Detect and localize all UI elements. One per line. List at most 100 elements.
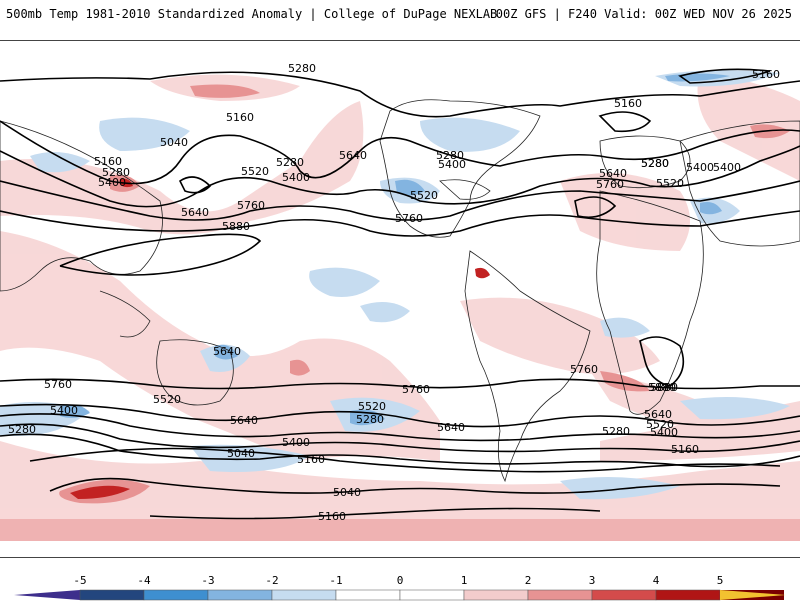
contour-5520-south: [0, 413, 800, 442]
contour-label: 5760: [570, 363, 598, 376]
contour-low-east-asia: [178, 176, 212, 194]
positive-anomaly-shading: [0, 71, 800, 541]
contour-label: 5280: [102, 166, 130, 179]
colorbar-extend-low: [14, 590, 80, 600]
map-panel: 5280 5160 5160 5040 5160 5280 5400 5520 …: [0, 40, 800, 558]
contour-label: 5640: [437, 421, 465, 434]
contour-5760-north: [0, 210, 800, 237]
coastlines: [0, 99, 800, 483]
contour-label-group: 5280 5160 5160 5040 5160 5280 5400 5520 …: [8, 62, 780, 523]
contour-low-russia: [598, 111, 652, 133]
contour-label: 5880: [222, 220, 250, 233]
contour-5760-south: [0, 378, 800, 390]
contour-label: 5760: [402, 383, 430, 396]
africa-outline: [596, 190, 704, 415]
contour-label: 5160: [752, 68, 780, 81]
map-canvas: 5280 5160 5160 5040 5160 5280 5400 5520 …: [0, 41, 800, 557]
colorbar-segment: [463, 589, 529, 601]
contour-label: 5280: [436, 149, 464, 162]
height-contours: [0, 68, 800, 520]
contour-label: 5280: [356, 413, 384, 426]
contour-label: 5400: [686, 161, 714, 174]
south-america-outline: [464, 250, 591, 483]
colorbar-tick-label: 1: [460, 574, 468, 587]
contour-label: 5160: [614, 97, 642, 110]
contour-label: 5280: [276, 156, 304, 169]
colorbar-segment: [143, 589, 209, 601]
colorbar-tick-label: -5: [73, 574, 87, 587]
contour-label: 5520: [646, 418, 674, 431]
colorbar-tick-label: -2: [265, 574, 279, 587]
contour-label: 5760: [395, 212, 423, 225]
contour-label: 5040: [160, 136, 188, 149]
contour-label: 5520: [410, 189, 438, 202]
colorbar-tick-label: 5: [716, 574, 724, 587]
contour-label: 5520: [656, 177, 684, 190]
contour-label: 5520: [153, 393, 181, 406]
greenland-lakes: [439, 179, 491, 200]
contour-label: 5640: [213, 345, 241, 358]
contour-label: 5160: [671, 443, 699, 456]
contour-label: 5280: [8, 423, 36, 436]
colorbar-tick-label: -4: [137, 574, 151, 587]
contour-label: 5520: [241, 165, 269, 178]
contour-label: 5400: [650, 426, 678, 439]
contour-5640-north: [0, 180, 800, 221]
contour-label: 5280: [641, 157, 669, 170]
contour-label: 5880: [650, 381, 678, 394]
contour-5280-north: [0, 71, 800, 118]
contour-5400-south: [0, 423, 800, 453]
contour-5640-south: [0, 403, 800, 428]
contour-5880-africa: [639, 336, 685, 387]
run-info: 00Z GFS | F240 Valid: 00Z WED NOV 26 202…: [495, 7, 792, 21]
contour-low-atlantic: [574, 196, 617, 219]
colorbar-segment: [655, 589, 721, 601]
contour-label: 5760: [44, 378, 72, 391]
australia-outline: [156, 339, 234, 406]
contour-label: 5040: [333, 486, 361, 499]
contour-label: 5160: [318, 510, 346, 523]
extreme-positive-anomaly: [70, 178, 490, 499]
contour-label: 5400: [438, 158, 466, 171]
contour-label: 5760: [596, 178, 624, 191]
colorbar-segment: [591, 589, 657, 601]
contour-label: 5880: [648, 381, 676, 394]
north-america-outline: [379, 99, 541, 238]
contour-label: 5280: [288, 62, 316, 75]
contour-label: 5640: [181, 206, 209, 219]
contour-label: 5400: [713, 161, 741, 174]
colorbar-segment: [79, 589, 145, 601]
contour-label: 5400: [282, 171, 310, 184]
contour-label: 5280: [602, 425, 630, 438]
colorbar-segment: [399, 589, 465, 601]
contour-label: 5400: [50, 404, 78, 417]
contour-label: 5040: [227, 447, 255, 460]
contour-label: 5520: [358, 400, 386, 413]
colorbar-tick-label: 0: [396, 574, 404, 587]
contour-5400-north: [0, 120, 800, 185]
europe-outline: [599, 135, 691, 189]
contour-label: 5160: [226, 111, 254, 124]
colorbar-tick-label: 2: [524, 574, 532, 587]
asia-outline-east: [679, 120, 800, 247]
contour-low-siberia: [678, 68, 771, 84]
colorbar-segment: [207, 589, 273, 601]
indonesia-outline: [99, 290, 151, 338]
colorbar-segment: [527, 589, 593, 601]
contour-5880-north: [59, 233, 262, 276]
contour-label: 5160: [94, 155, 122, 168]
contour-label: 5160: [297, 453, 325, 466]
colorbar-tick-label: -3: [201, 574, 215, 587]
map-title: 500mb Temp 1981-2010 Standardized Anomal…: [6, 7, 498, 21]
colorbar-tick-label: 4: [652, 574, 660, 587]
contour-label: 5640: [644, 408, 672, 421]
contour-5040-south: [49, 477, 781, 494]
contour-label: 5640: [339, 149, 367, 162]
colorbar: -5 -4 -3 -2 -1 0 1 2 3 4 5: [0, 572, 800, 601]
contour-label: 5400: [98, 176, 126, 189]
colorbar-tick-label: 3: [588, 574, 596, 587]
asia-outline-west: [0, 120, 163, 292]
colorbar-segment: [335, 589, 401, 601]
contour-5520-north: [0, 145, 800, 208]
colorbar-extend-high: [720, 590, 786, 600]
